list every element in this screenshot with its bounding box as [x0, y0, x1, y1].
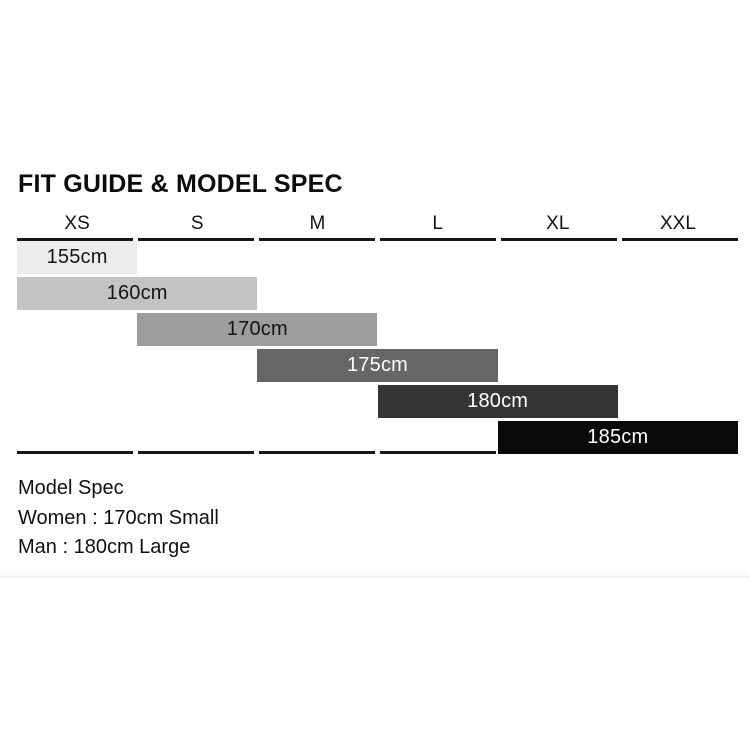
model-spec-block: Model Spec Women : 170cm Small Man : 180…	[18, 474, 219, 563]
size-bar-label: 185cm	[587, 425, 649, 448]
bottom-rule-segment	[17, 451, 133, 454]
header-rule-segment	[501, 238, 617, 241]
size-bar-180cm: 180cm	[377, 384, 618, 418]
size-bar-160cm: 160cm	[17, 276, 258, 310]
model-spec-man: Man : 180cm Large	[18, 536, 191, 558]
model-spec-heading: Model Spec	[18, 477, 124, 499]
bottom-rule-segment	[259, 451, 375, 454]
size-bar-label: 170cm	[226, 317, 288, 340]
bottom-rule-segment	[380, 451, 496, 454]
size-bar-155cm: 155cm	[17, 240, 138, 274]
bottom-rule-segment	[138, 451, 254, 454]
model-spec-women: Women : 170cm Small	[18, 506, 219, 529]
column-header-l: L	[432, 213, 443, 234]
column-header-s: S	[190, 213, 204, 234]
page-title: FIT GUIDE & MODEL SPEC	[18, 170, 343, 198]
size-bar-170cm: 170cm	[137, 312, 378, 346]
column-header-m: M	[309, 213, 326, 234]
header-rule-segment	[138, 238, 254, 241]
header-rule-segment	[622, 238, 738, 241]
size-bar-label: 180cm	[467, 389, 529, 412]
size-chart: XS S M L XL XXL 155cm	[17, 206, 738, 456]
header-rule-segment	[259, 238, 375, 241]
size-bar-185cm: 185cm	[497, 420, 738, 454]
size-column-headers: XS S M L XL XXL	[17, 206, 738, 235]
column-header-xl: XL	[546, 213, 570, 234]
section-divider	[0, 574, 750, 578]
size-bar-175cm: 175cm	[257, 348, 498, 382]
size-bars: 155cm 160cm 170cm 175cm 180cm 185cm	[17, 240, 738, 455]
header-rule-segment	[380, 238, 496, 241]
size-bar-label: 160cm	[106, 281, 168, 304]
header-rule	[17, 238, 738, 241]
size-bar-label: 175cm	[346, 353, 408, 376]
header-rule-segment	[17, 238, 133, 241]
size-bar-label: 155cm	[46, 245, 108, 268]
column-header-xs: XS	[64, 213, 90, 234]
column-header-xxl: XXL	[659, 213, 696, 234]
